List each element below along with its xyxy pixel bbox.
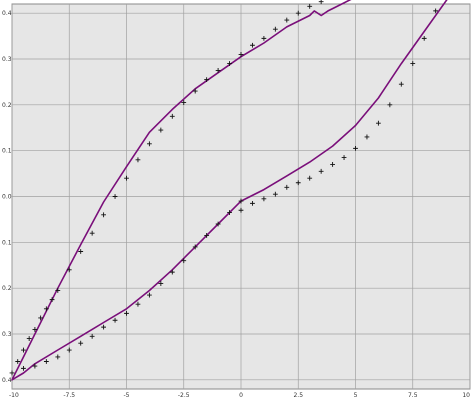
- y-tick-label: 0.3: [2, 331, 12, 338]
- data-point: [284, 184, 290, 190]
- data-point: [238, 52, 244, 57]
- data-point: [158, 281, 164, 286]
- data-point: [364, 134, 370, 140]
- data-point: [9, 370, 15, 376]
- data-point: [250, 200, 255, 206]
- data-point: [227, 210, 232, 215]
- y-tick-label: 0.2: [2, 285, 12, 292]
- data-point: [215, 68, 221, 73]
- data-point: [55, 288, 61, 293]
- data-point: [26, 336, 32, 341]
- data-point: [169, 269, 175, 275]
- data-point: [55, 354, 61, 360]
- data-point: [433, 8, 439, 14]
- data-point: [32, 363, 38, 369]
- data-point: [66, 347, 72, 353]
- data-point: [307, 3, 313, 9]
- data-point: [250, 42, 255, 48]
- data-point: [43, 306, 49, 312]
- x-tick-label: -10: [9, 392, 19, 399]
- data-point: [169, 113, 175, 119]
- data-point: [261, 196, 267, 202]
- data-point: [421, 35, 427, 41]
- data-point: [192, 88, 198, 94]
- y-tick-label: 0.1: [2, 148, 12, 155]
- data-point: [295, 10, 301, 16]
- x-tick-label: 10: [462, 392, 470, 399]
- data-point: [101, 212, 106, 218]
- x-tick-label: -2.5: [178, 392, 190, 399]
- data-point: [15, 359, 21, 364]
- data-point: [318, 0, 324, 5]
- data-point: [341, 155, 347, 160]
- data-point: [21, 365, 26, 371]
- data-point: [89, 230, 95, 236]
- data-point: [398, 81, 404, 87]
- data-point: [307, 175, 313, 181]
- data-point: [21, 347, 26, 353]
- grid: [11, 4, 471, 389]
- data-point: [66, 267, 72, 273]
- data-point: [353, 145, 358, 151]
- data-point: [376, 120, 381, 126]
- x-tick-label: -7.5: [63, 392, 75, 399]
- data-point: [38, 315, 44, 321]
- data-point: [181, 258, 187, 264]
- data-point: [124, 310, 129, 316]
- data-point: [135, 157, 141, 163]
- data-point: [295, 180, 301, 186]
- data-point: [204, 77, 210, 83]
- tick-labels: -10 -7.5 -5 -2.5 0 2.5 5 7.5 10 0.4 0.3 0.2 0.1 0.0 0.…: [2, 10, 470, 399]
- data-point: [101, 324, 106, 330]
- x-tick-label: 2.5: [293, 392, 303, 399]
- data-point: [387, 102, 393, 108]
- data-point: [135, 301, 141, 307]
- data-point: [204, 233, 210, 238]
- series-layer: [9, 0, 448, 381]
- x-tick-label: 7.5: [408, 392, 418, 399]
- data-point: [227, 61, 232, 66]
- data-point: [215, 221, 221, 227]
- y-tick-label: 0.1: [2, 239, 12, 246]
- data-point: [112, 194, 118, 199]
- data-point: [284, 17, 290, 23]
- x-tick-label: 0: [239, 392, 243, 399]
- data-point: [78, 249, 84, 254]
- x-tick-label: -5: [124, 392, 130, 399]
- data-point: [112, 317, 118, 323]
- data-point: [89, 333, 95, 339]
- data-point: [238, 207, 244, 213]
- y-tick-label: 0.4: [2, 377, 12, 384]
- data-point: [147, 141, 152, 147]
- data-point: [124, 175, 129, 181]
- data-point: [49, 297, 55, 303]
- data-point: [147, 292, 152, 298]
- data-point: [192, 244, 198, 250]
- y-tick-label: 0.4: [2, 10, 12, 17]
- series-markers-1: [9, 0, 439, 376]
- data-point: [272, 26, 278, 32]
- data-point: [272, 191, 278, 197]
- data-point: [330, 162, 335, 167]
- data-point: [261, 35, 267, 41]
- series-line-0: [11, 0, 448, 381]
- data-point: [410, 61, 416, 66]
- data-point: [158, 127, 164, 133]
- data-point: [238, 198, 244, 204]
- data-point: [318, 168, 324, 174]
- y-tick-label: 0.3: [2, 56, 12, 63]
- data-point: [43, 359, 49, 364]
- x-tick-label: 5: [354, 392, 358, 399]
- data-point: [32, 327, 38, 332]
- data-point: [78, 340, 84, 346]
- y-tick-label: 0.0: [2, 194, 12, 201]
- y-tick-label: 0.2: [2, 102, 12, 109]
- data-point: [181, 100, 187, 105]
